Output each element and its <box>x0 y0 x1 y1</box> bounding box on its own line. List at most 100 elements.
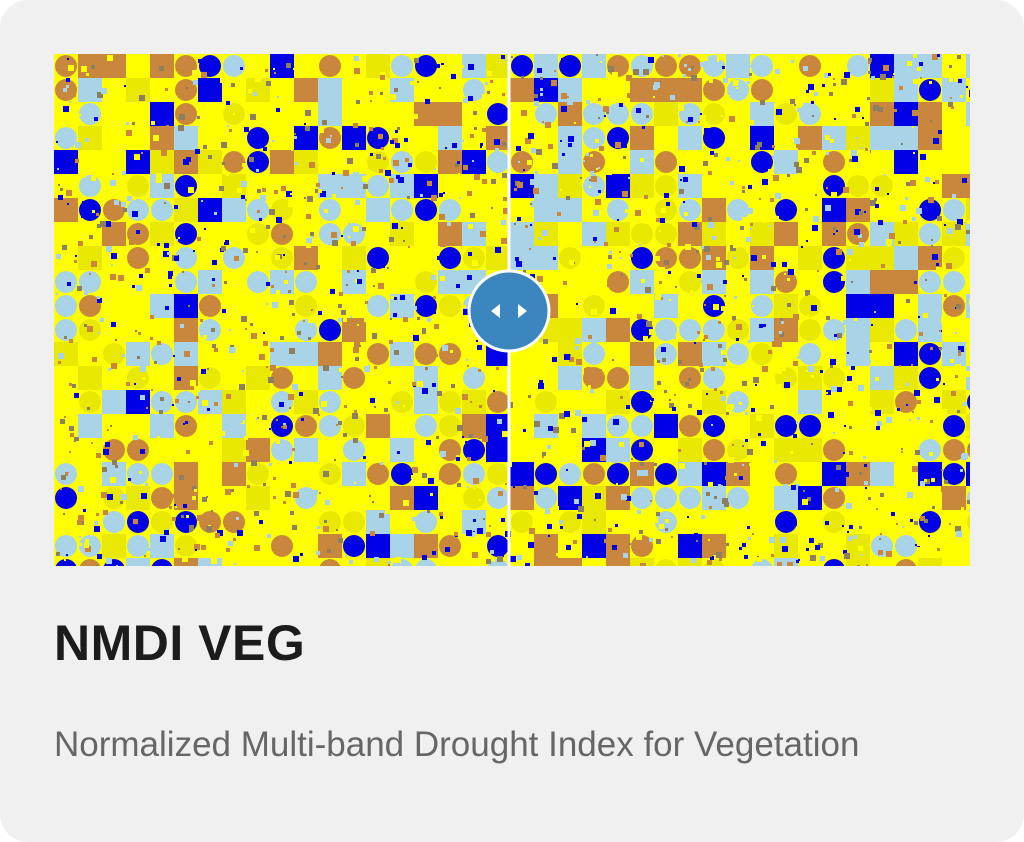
map-pixel <box>621 274 623 276</box>
map-pixel <box>199 127 221 149</box>
map-pixel <box>880 533 882 535</box>
map-pixel <box>176 239 178 241</box>
map-pixel <box>910 519 913 522</box>
map-pixel <box>750 510 774 534</box>
map-pixel <box>137 356 140 359</box>
map-pixel <box>57 168 59 170</box>
map-pixel <box>511 415 533 437</box>
map-pixel <box>727 199 749 221</box>
map-pixel <box>891 512 895 516</box>
map-pixel <box>186 450 190 454</box>
map-pixel <box>349 560 353 564</box>
map-pixel <box>151 121 155 125</box>
map-pixel <box>281 186 286 191</box>
map-pixel <box>583 160 585 162</box>
map-pixel <box>775 463 797 485</box>
map-pixel <box>126 390 150 414</box>
map-pixel <box>894 222 918 246</box>
map-pixel <box>373 471 378 476</box>
map-pixel <box>608 528 612 532</box>
map-pixel <box>164 243 169 248</box>
map-pixel <box>861 147 863 149</box>
map-pixel <box>929 452 933 456</box>
map-pixel <box>403 240 405 242</box>
map-pixel <box>870 510 894 534</box>
map-pixel <box>256 169 259 172</box>
map-pixel <box>294 558 318 566</box>
map-pixel <box>369 127 373 131</box>
map-pixel <box>440 241 446 247</box>
map-pixel <box>531 148 536 153</box>
map-pixel <box>267 534 271 538</box>
map-pixel <box>432 310 436 314</box>
map-pixel <box>247 463 269 485</box>
map-pixel <box>325 500 330 505</box>
map-pixel <box>431 275 436 280</box>
map-pixel <box>732 316 736 320</box>
map-pixel <box>932 54 938 60</box>
map-pixel <box>145 268 150 273</box>
slider-handle[interactable] <box>467 269 551 353</box>
map-pixel <box>76 441 79 444</box>
map-pixel <box>865 148 868 151</box>
map-pixel <box>710 555 712 557</box>
map-pixel <box>391 415 413 437</box>
map-pixel <box>726 558 750 566</box>
map-pixel <box>944 224 946 226</box>
map-pixel <box>750 318 774 342</box>
map-pixel <box>638 248 642 252</box>
map-pixel <box>607 367 629 389</box>
map-pixel <box>966 230 970 234</box>
map-pixel <box>388 561 391 564</box>
map-pixel <box>856 137 858 139</box>
map-pixel <box>354 68 360 74</box>
map-pixel <box>151 487 173 509</box>
map-pixel <box>266 264 271 269</box>
map-pixel <box>702 534 726 558</box>
map-pixel <box>729 116 735 122</box>
map-pixel <box>462 394 468 400</box>
map-pixel <box>308 337 311 340</box>
map-pixel <box>311 309 313 311</box>
map-pixel <box>917 543 920 546</box>
map-pixel <box>120 501 123 504</box>
map-pixel <box>726 157 730 161</box>
map-pixel <box>722 66 725 69</box>
map-pixel <box>79 439 101 461</box>
map-pixel <box>695 238 698 241</box>
map-pixel <box>701 120 706 125</box>
comparison-image <box>54 54 970 566</box>
map-pixel <box>946 306 952 312</box>
map-pixel <box>54 198 78 222</box>
map-pixel <box>828 412 834 418</box>
map-pixel <box>251 333 257 339</box>
map-pixel <box>105 442 110 447</box>
map-pixel <box>283 254 285 256</box>
map-pixel <box>951 106 954 109</box>
map-pixel <box>899 86 903 90</box>
map-pixel <box>211 510 213 512</box>
map-pixel <box>495 148 499 152</box>
map-pixel <box>957 410 960 413</box>
map-pixel <box>811 305 817 311</box>
map-pixel <box>201 545 206 550</box>
map-pixel <box>365 301 368 304</box>
map-pixel <box>534 342 558 366</box>
map-pixel <box>58 361 61 364</box>
map-pixel <box>198 270 222 294</box>
slider-knob[interactable] <box>467 269 551 353</box>
map-pixel <box>293 556 299 562</box>
map-pixel <box>294 78 318 102</box>
map-pixel <box>906 182 910 186</box>
map-pixel <box>470 401 472 403</box>
map-pixel <box>823 151 845 173</box>
map-pixel <box>259 354 265 360</box>
map-pixel <box>422 388 428 394</box>
map-pixel <box>340 389 345 394</box>
map-pixel <box>750 486 774 510</box>
map-pixel <box>717 258 719 260</box>
map-pixel <box>294 510 318 534</box>
map-pixel <box>739 476 743 480</box>
map-pixel <box>516 221 518 223</box>
